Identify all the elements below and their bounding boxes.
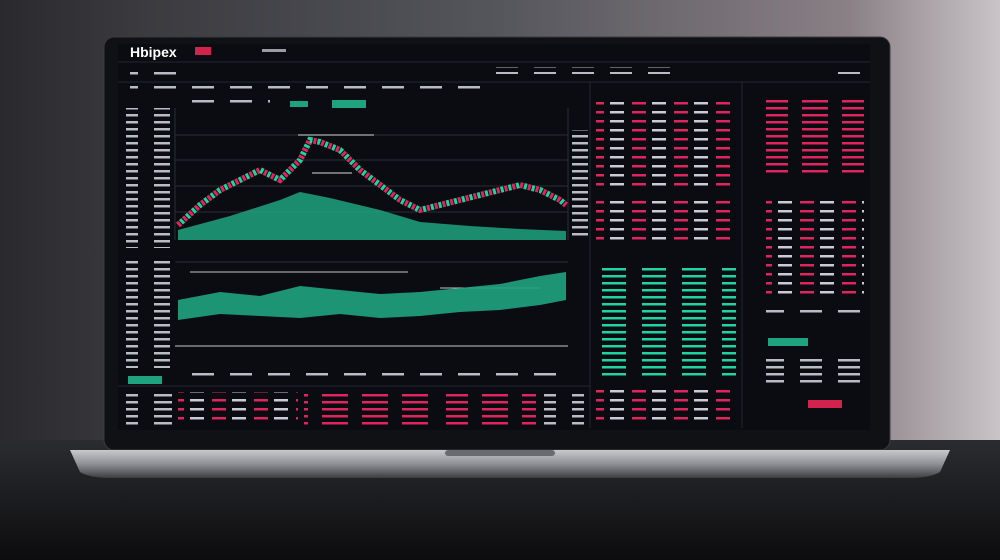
buy-button[interactable]	[768, 338, 808, 346]
laptop-base	[70, 450, 950, 478]
trades	[596, 390, 736, 425]
logo: Hbipex	[130, 44, 177, 60]
table-col	[126, 392, 172, 426]
form-header	[766, 308, 866, 316]
table-col	[544, 392, 584, 426]
table-col	[304, 392, 434, 426]
toolbar[interactable]	[130, 86, 490, 91]
form-fields[interactable]	[766, 356, 866, 386]
market-list	[766, 196, 864, 296]
asks	[596, 96, 736, 186]
candles-red	[175, 136, 568, 228]
ticker-info	[490, 67, 670, 74]
tab-active[interactable]	[290, 101, 308, 107]
price-header	[180, 100, 270, 107]
indicator-area	[178, 272, 566, 320]
left-values	[126, 108, 170, 248]
pair-info	[130, 68, 186, 76]
market-list	[766, 96, 864, 176]
candles-green	[175, 136, 568, 228]
sell-button[interactable]	[808, 400, 842, 408]
hinge-notch	[445, 450, 555, 456]
left-values	[126, 258, 170, 368]
asks	[596, 196, 736, 246]
button[interactable]	[128, 376, 162, 384]
bids	[596, 266, 736, 376]
menu[interactable]	[262, 49, 286, 52]
volume-area	[178, 192, 566, 240]
account[interactable]	[838, 68, 862, 74]
table-col	[446, 392, 536, 426]
tab-active[interactable]	[332, 100, 366, 108]
price-scale	[570, 130, 588, 240]
badge	[195, 47, 211, 55]
table-col	[178, 392, 298, 426]
time-axis	[178, 370, 568, 376]
